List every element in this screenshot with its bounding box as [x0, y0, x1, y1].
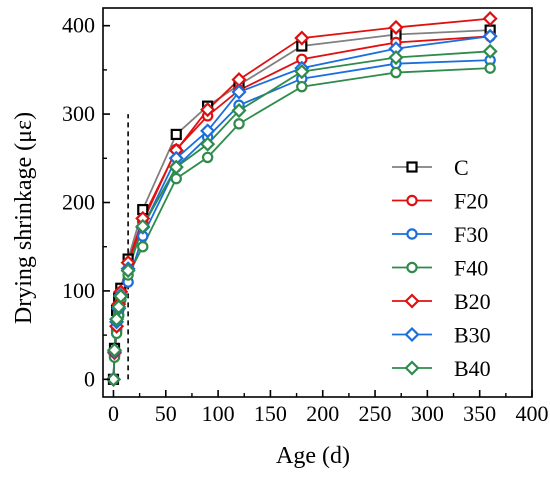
data-point-b20 — [200, 102, 216, 118]
x-tick-label: 0 — [108, 401, 119, 426]
y-tick-label: 100 — [62, 278, 95, 303]
data-point-b40 — [200, 136, 216, 152]
y-tick-label: 0 — [84, 366, 95, 391]
data-point-b40 — [294, 64, 310, 80]
series-line-b40 — [112, 50, 491, 380]
data-point-b40 — [106, 342, 123, 358]
legend-label-b30: B30 — [454, 323, 491, 348]
plot-layer — [105, 11, 498, 387]
data-point-f40 — [170, 172, 182, 185]
y-tick-label: 200 — [62, 190, 95, 215]
legend-label-c: C — [454, 155, 469, 180]
x-tick-label: 400 — [516, 401, 549, 426]
legend-marker-f40 — [406, 261, 418, 274]
data-point-b40 — [109, 311, 125, 327]
data-point-b40 — [113, 288, 129, 304]
legend-marker-b30 — [404, 326, 420, 343]
data-point-b40 — [168, 159, 184, 175]
data-point-b40 — [388, 49, 404, 66]
axes-layer: 0 50 100 150 200 250 300 350 400 0 100 200 300 400 — [62, 7, 549, 426]
legend-marker-b40 — [404, 360, 420, 376]
data-point-b20 — [388, 19, 404, 36]
data-point-f40 — [296, 80, 308, 93]
data-point-b40 — [120, 263, 136, 279]
data-point-b30 — [231, 84, 247, 100]
x-tick-label: 300 — [411, 401, 444, 426]
data-point-b40 — [111, 299, 127, 315]
legend-label-f30: F30 — [454, 222, 488, 247]
series-line-f40 — [112, 67, 491, 380]
data-point-f40 — [233, 118, 245, 130]
series-line-f30 — [112, 59, 491, 380]
legend-marker-f30 — [406, 228, 418, 240]
legend-label-f20: F20 — [454, 189, 488, 214]
y-axis-title: Drying shrinkage (με) — [11, 112, 37, 324]
data-point-b20 — [482, 11, 498, 27]
x-tick-label: 350 — [463, 401, 496, 426]
data-point-c — [170, 128, 182, 141]
y-tick-label: 400 — [62, 13, 95, 38]
x-tick-label: 200 — [306, 401, 339, 426]
data-point-b40 — [231, 102, 247, 119]
legend: C F20 F30 F40 B20 B30 B40 — [392, 155, 491, 381]
data-point-b40 — [482, 43, 498, 59]
data-point-f40 — [484, 62, 496, 74]
legend-label-f40: F40 — [454, 256, 488, 281]
x-axis-title: Age (d) — [276, 443, 350, 469]
x-tick-label: 250 — [359, 401, 392, 426]
data-point-b40 — [135, 218, 151, 234]
data-point-b30 — [482, 28, 498, 44]
data-point-b20 — [294, 30, 310, 46]
data-point-f40 — [201, 151, 214, 164]
x-tick-label: 50 — [155, 401, 177, 426]
data-point-f40 — [137, 241, 149, 253]
legend-label-b40: B40 — [454, 356, 491, 381]
legend-marker-c — [406, 161, 418, 173]
legend-marker-b20 — [404, 293, 420, 309]
data-point-b40 — [105, 371, 122, 387]
x-tick-label: 150 — [254, 401, 287, 426]
data-point-f40 — [390, 66, 402, 79]
y-tick-label: 300 — [62, 101, 95, 126]
x-tick-label: 100 — [202, 401, 235, 426]
legend-label-b20: B20 — [454, 289, 491, 314]
legend-marker-f20 — [406, 194, 418, 207]
